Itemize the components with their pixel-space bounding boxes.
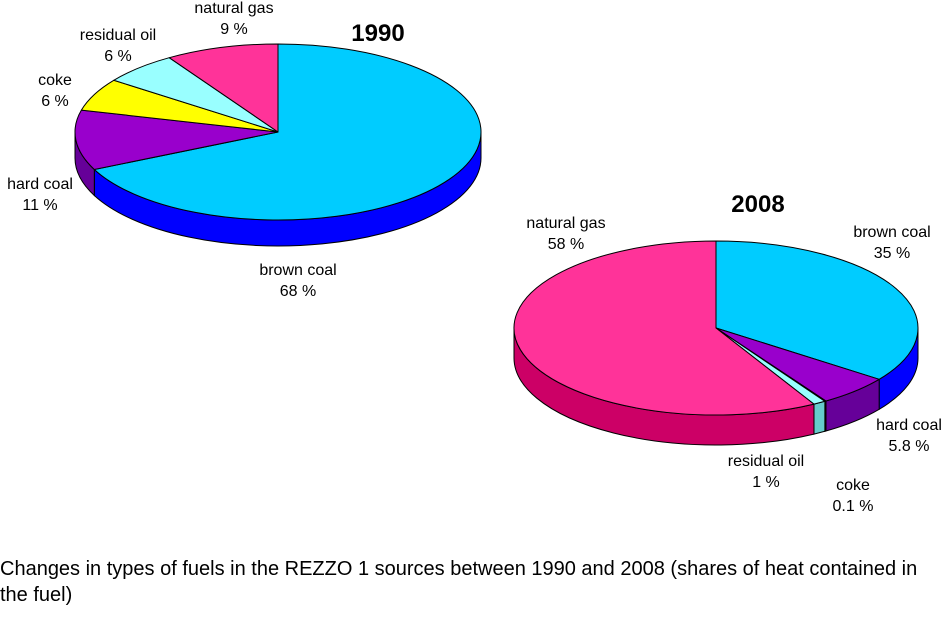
slice-label-value: 9 % bbox=[220, 21, 248, 38]
slice-label-name: coke bbox=[38, 72, 72, 89]
pie-chart-2008: 2008 brown coal 35 % hard coal 5.8 % coke 0.1 … bbox=[513, 191, 942, 515]
slice-label-coke: coke 6 % bbox=[38, 72, 72, 110]
slice-label-name: coke bbox=[836, 477, 870, 494]
slice-label-value: 35 % bbox=[874, 245, 910, 262]
slice-label-natural-gas: natural gas 58 % bbox=[526, 215, 605, 253]
slice-label-name: brown coal bbox=[259, 262, 336, 279]
pie-side-walls bbox=[513, 327, 919, 446]
pie-top-slices bbox=[74, 43, 482, 221]
pie-slice-hard-coal bbox=[74, 109, 279, 170]
slice-label-value: 6 % bbox=[41, 93, 69, 110]
slice-label-name: natural gas bbox=[526, 215, 605, 232]
slice-label-natural-gas: natural gas 9 % bbox=[194, 0, 273, 38]
pie-slice-natural-gas bbox=[168, 43, 279, 133]
pie-top-slices bbox=[513, 240, 919, 416]
slice-label-residual-oil: residual oil 1 % bbox=[728, 453, 804, 491]
slice-label-value: 11 % bbox=[22, 197, 57, 214]
slice-label-name: hard coal bbox=[7, 176, 73, 193]
slice-label-name: hard coal bbox=[876, 417, 942, 434]
slice-label-value: 58 % bbox=[548, 236, 584, 253]
slice-label-name: natural gas bbox=[194, 0, 273, 17]
slice-label-value: 6 % bbox=[104, 48, 132, 65]
slice-label-name: residual oil bbox=[80, 27, 156, 44]
slice-label-brown-coal: brown coal 68 % bbox=[259, 262, 336, 300]
slice-label-coke: coke 0.1 % bbox=[833, 477, 874, 515]
pie-slice-brown-coal bbox=[93, 43, 482, 221]
slice-label-name: brown coal bbox=[853, 224, 930, 241]
slice-label-hard-coal: hard coal 11 % bbox=[7, 176, 73, 214]
slice-label-value: 1 % bbox=[752, 474, 780, 491]
chart-title-2008: 2008 bbox=[731, 191, 784, 218]
pie-slice-brown-coal bbox=[715, 240, 919, 380]
slice-label-hard-coal: hard coal 5.8 % bbox=[876, 417, 942, 455]
chart-title-1990: 1990 bbox=[351, 20, 404, 47]
figure-caption: Changes in types of fuels in the REZZO 1… bbox=[0, 558, 918, 606]
slice-label-value: 0.1 % bbox=[833, 498, 874, 515]
slice-label-residual-oil: residual oil 6 % bbox=[80, 27, 156, 65]
slice-label-brown-coal: brown coal 35 % bbox=[853, 224, 930, 262]
pie-side-residual-oil bbox=[813, 400, 826, 435]
slice-label-name: residual oil bbox=[728, 453, 804, 470]
slice-label-value: 5.8 % bbox=[889, 438, 930, 455]
pie-slice-natural-gas bbox=[513, 240, 815, 416]
slice-label-value: 68 % bbox=[280, 283, 316, 300]
